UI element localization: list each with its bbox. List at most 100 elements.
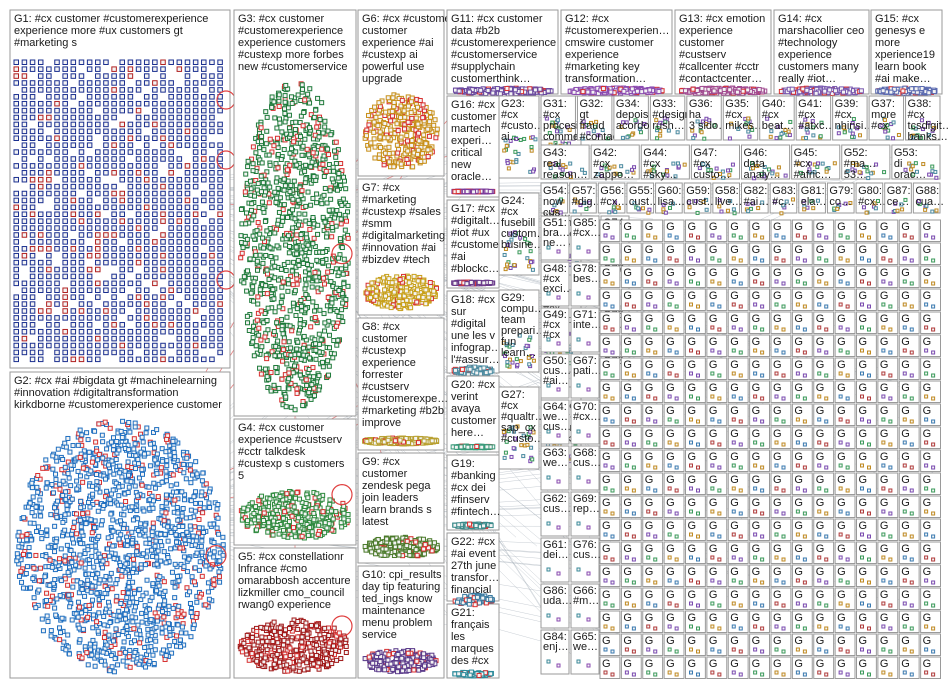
graph-node bbox=[269, 104, 275, 110]
graph-node bbox=[290, 207, 296, 213]
graph-node bbox=[311, 235, 317, 241]
graph-node bbox=[29, 114, 36, 121]
graph-node bbox=[74, 486, 80, 492]
graph-node bbox=[298, 297, 304, 303]
graph-node bbox=[78, 73, 85, 79]
graph-node bbox=[88, 589, 94, 595]
graph-node bbox=[114, 439, 120, 445]
graph-node bbox=[192, 211, 199, 217]
graph-node bbox=[201, 301, 207, 307]
graph-node bbox=[143, 328, 150, 335]
graph-node bbox=[125, 634, 131, 640]
graph-node bbox=[254, 527, 260, 533]
graph-node bbox=[196, 516, 202, 522]
graph-node bbox=[77, 473, 83, 479]
graph-node bbox=[269, 94, 275, 100]
graph-node bbox=[206, 500, 212, 506]
graph-node bbox=[295, 222, 301, 228]
graph-node bbox=[127, 163, 134, 169]
graph-node bbox=[201, 356, 207, 363]
graph-node bbox=[85, 581, 91, 587]
graph-node bbox=[13, 121, 19, 128]
graph-node bbox=[427, 119, 433, 125]
graph-node bbox=[29, 176, 36, 183]
graph-node bbox=[423, 141, 429, 147]
graph-node bbox=[209, 239, 215, 245]
graph-node bbox=[297, 321, 303, 327]
graph-node bbox=[119, 107, 125, 114]
graph-node bbox=[95, 170, 101, 176]
graph-node bbox=[119, 322, 125, 328]
graph-node bbox=[262, 366, 268, 372]
graph-node bbox=[277, 494, 283, 500]
graph-node bbox=[62, 294, 68, 300]
graph-node bbox=[184, 294, 191, 300]
graph-node bbox=[96, 602, 102, 608]
graph-node bbox=[217, 239, 223, 245]
graph-node bbox=[153, 538, 159, 544]
graph-node bbox=[53, 539, 59, 545]
graph-node bbox=[333, 139, 339, 145]
graph-node bbox=[21, 59, 28, 65]
graph-node bbox=[46, 252, 52, 259]
graph-node bbox=[192, 149, 199, 155]
graph-node bbox=[285, 259, 291, 265]
graph-node bbox=[120, 590, 126, 596]
graph-node bbox=[176, 176, 183, 183]
graph-node bbox=[259, 493, 265, 499]
graph-node bbox=[280, 218, 286, 224]
graph-node bbox=[340, 300, 346, 306]
graph-node bbox=[217, 342, 223, 349]
graph-node bbox=[168, 315, 174, 321]
graph-node bbox=[405, 103, 411, 109]
graph-node bbox=[284, 523, 290, 529]
graph-node bbox=[54, 287, 60, 293]
graph-node bbox=[201, 156, 207, 162]
graph-node bbox=[244, 236, 250, 242]
graph-node bbox=[415, 147, 421, 153]
graph-node bbox=[21, 342, 28, 349]
graph-node bbox=[152, 301, 158, 307]
graph-node bbox=[174, 505, 180, 511]
graph-node bbox=[62, 252, 68, 259]
graph-node bbox=[299, 533, 305, 539]
graph-node bbox=[261, 510, 267, 516]
graph-node bbox=[37, 66, 44, 72]
graph-node bbox=[146, 484, 152, 490]
graph-node bbox=[21, 66, 28, 72]
graph-node bbox=[87, 641, 93, 647]
graph-node bbox=[65, 532, 71, 538]
graph-node bbox=[152, 335, 158, 342]
graph-node bbox=[143, 204, 150, 211]
graph-node bbox=[70, 294, 77, 300]
graph-node bbox=[78, 197, 85, 204]
graph-node bbox=[315, 531, 321, 537]
graph-node bbox=[192, 349, 199, 356]
graph-node bbox=[104, 642, 110, 648]
graph-node bbox=[179, 624, 185, 630]
graph-node bbox=[54, 100, 60, 107]
graph-node bbox=[13, 349, 19, 356]
graph-node bbox=[154, 554, 160, 560]
graph-node bbox=[137, 628, 143, 634]
graph-node bbox=[143, 176, 150, 183]
graph-node bbox=[258, 337, 264, 343]
graph-node bbox=[29, 301, 36, 307]
graph-node bbox=[209, 156, 215, 162]
graph-node bbox=[209, 176, 215, 183]
graph-node bbox=[86, 190, 93, 197]
graph-node bbox=[103, 225, 109, 231]
graph-node bbox=[78, 315, 85, 321]
graph-node bbox=[129, 529, 135, 535]
group-g1: G1: #cx customer #customerexperienceexpe… bbox=[9, 9, 236, 369]
graph-node bbox=[160, 107, 166, 114]
graph-node bbox=[135, 280, 142, 287]
graph-node bbox=[395, 150, 401, 156]
graph-node bbox=[70, 121, 77, 128]
graph-node bbox=[328, 196, 334, 202]
graph-node bbox=[215, 502, 221, 508]
graph-node bbox=[77, 454, 83, 460]
graph-node bbox=[321, 311, 327, 317]
graph-node bbox=[192, 328, 199, 335]
graph-node bbox=[127, 647, 133, 653]
